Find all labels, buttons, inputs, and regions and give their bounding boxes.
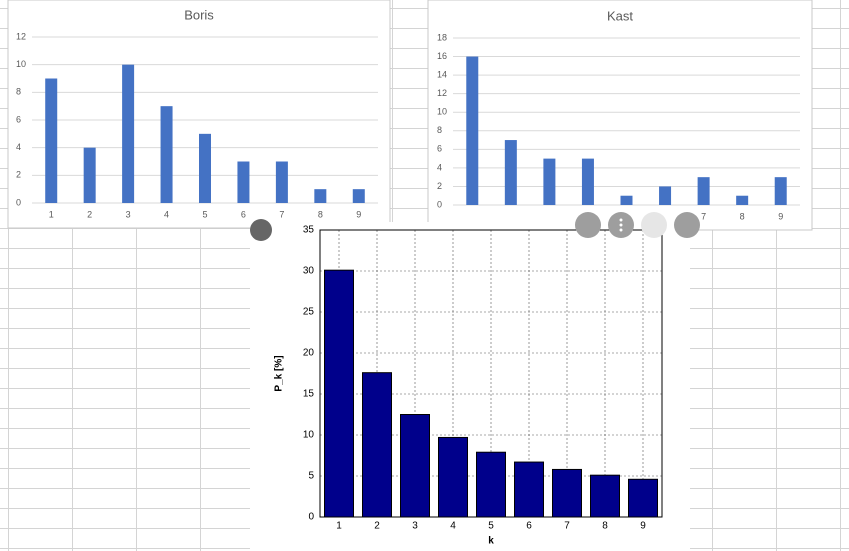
x-tick-label: 8 — [602, 521, 608, 532]
bar — [160, 106, 173, 203]
bar — [514, 461, 544, 518]
next-button[interactable] — [674, 212, 700, 238]
x-tick-label: 5 — [488, 521, 494, 532]
y-tick-label: 0 — [437, 199, 442, 209]
y-tick-label: 18 — [437, 32, 447, 42]
x-tick-label: 9 — [640, 521, 646, 532]
y-tick-label: 4 — [437, 162, 442, 172]
bar — [314, 189, 327, 203]
bar — [590, 474, 620, 518]
bar — [466, 56, 479, 205]
x-tick-label: 7 — [564, 521, 570, 532]
x-axis-label: k — [488, 536, 494, 547]
x-tick-label: 1 — [49, 209, 54, 219]
bar — [352, 189, 365, 203]
x-tick-label: 9 — [778, 211, 783, 221]
bar — [628, 478, 658, 518]
y-tick-label: 14 — [437, 69, 447, 79]
x-tick-label: 4 — [164, 209, 169, 219]
icon[interactable] — [250, 219, 272, 241]
x-tick-label: 5 — [202, 209, 207, 219]
y-tick-label: 12 — [437, 88, 447, 98]
x-tick-label: 6 — [526, 521, 532, 532]
x-tick-label: 8 — [740, 211, 745, 221]
bar — [504, 140, 517, 205]
x-tick-label: 6 — [241, 209, 246, 219]
x-tick-label: 9 — [356, 209, 361, 219]
y-tick-label: 10 — [16, 59, 26, 69]
y-tick-label: 2 — [437, 181, 442, 191]
bar — [543, 158, 556, 205]
bar — [736, 195, 749, 205]
lens-button[interactable] — [575, 212, 601, 238]
y-tick-label: 15 — [303, 389, 315, 400]
y-tick-label: 6 — [437, 144, 442, 154]
bar — [659, 186, 672, 205]
y-tick-label: 4 — [16, 142, 21, 152]
y-axis-label: P_k [%] — [274, 355, 285, 391]
y-tick-label: 0 — [308, 512, 314, 523]
y-tick-label: 20 — [303, 348, 315, 359]
bar — [774, 177, 787, 205]
y-tick-label: 8 — [437, 125, 442, 135]
bar — [552, 468, 582, 518]
y-tick-label: 6 — [16, 114, 21, 124]
bar — [199, 133, 211, 203]
bar — [237, 161, 250, 203]
y-tick-label: 10 — [303, 430, 315, 441]
dot — [619, 223, 623, 227]
bar — [476, 451, 506, 518]
x-tick-label: 3 — [126, 209, 131, 219]
y-tick-label: 16 — [437, 51, 447, 61]
y-tick-label: 30 — [303, 266, 315, 277]
bar — [45, 78, 58, 203]
bar — [275, 161, 288, 203]
x-tick-label: 7 — [701, 211, 706, 221]
bar — [324, 269, 354, 518]
bar — [438, 436, 468, 518]
y-tick-label: 12 — [16, 31, 26, 41]
x-tick-label: 2 — [374, 521, 380, 532]
chart-kast: Kast 0 2 4 6 8 10 12 14 16 18 7 8 9 — [437, 8, 800, 221]
dot — [619, 218, 623, 222]
image-frame — [250, 222, 690, 551]
y-tick-label: 5 — [308, 471, 314, 482]
x-tick-label: 8 — [318, 209, 323, 219]
bar — [581, 158, 594, 205]
y-tick-label: 10 — [437, 107, 447, 117]
x-tick-label: 3 — [412, 521, 418, 532]
bar — [400, 414, 430, 518]
y-tick-label: 0 — [16, 197, 21, 207]
dot — [619, 228, 623, 232]
y-tick-label: 2 — [16, 170, 21, 180]
chart-title: Kast — [607, 8, 633, 23]
x-tick-label: 7 — [279, 209, 284, 219]
y-tick-label: 25 — [303, 307, 315, 318]
chart-image: 0 5 10 15 20 25 30 35 1 2 3 4 5 6 7 8 9 k P_k [%] — [274, 225, 663, 547]
x-tick-label: 1 — [336, 521, 342, 532]
bar — [620, 195, 633, 205]
prev-button[interactable] — [641, 212, 667, 238]
y-tick-label: 8 — [16, 87, 21, 97]
x-tick-label: 2 — [87, 209, 92, 219]
chart-frame — [427, 0, 813, 231]
bar — [83, 147, 96, 203]
chart-title: Boris — [184, 7, 214, 22]
x-tick-label: 4 — [450, 521, 456, 532]
bar — [697, 177, 710, 205]
bar — [122, 64, 135, 204]
y-tick-label: 35 — [303, 225, 315, 236]
bar — [362, 372, 392, 518]
axes-box — [319, 229, 663, 518]
